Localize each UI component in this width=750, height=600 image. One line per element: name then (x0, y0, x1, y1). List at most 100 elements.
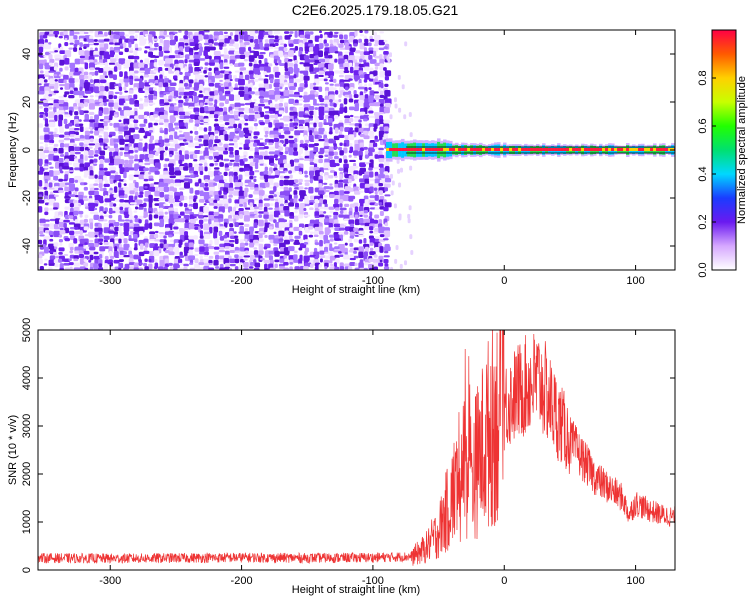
heatmap-cell (78, 119, 82, 122)
heatmap-cell (239, 54, 246, 60)
heatmap-cell (78, 210, 84, 215)
heatmap-cell (49, 255, 56, 261)
heatmap-cell (199, 90, 203, 93)
heatmap-cell (164, 122, 170, 127)
heatmap-cell (233, 231, 237, 234)
heatmap-cell (329, 39, 333, 44)
heatmap-cell (83, 250, 90, 255)
heatmap-cell (228, 198, 232, 204)
heatmap-cell (138, 230, 144, 235)
heatmap-cell (284, 75, 289, 79)
snr-x-ticks: -300 -200 -100 0 100 (99, 330, 645, 587)
heatmap-cell (148, 154, 154, 159)
heatmap-cell (174, 151, 179, 155)
heatmap-cell (138, 194, 144, 198)
heatmap-cell (374, 75, 379, 80)
heatmap-cell (213, 170, 220, 177)
heatmap-cell (134, 70, 139, 74)
heatmap-cell (163, 186, 170, 193)
heatmap-cell (83, 226, 89, 231)
heatmap-cell (103, 31, 108, 37)
heatmap-cell (298, 223, 305, 229)
heatmap-cell (163, 235, 167, 239)
heatmap-cell (199, 199, 205, 203)
heatmap-cell (148, 94, 154, 101)
heatmap-cell (319, 255, 326, 258)
heatmap-cell (218, 255, 226, 260)
heatmap-cell (63, 138, 71, 141)
colorbar-tick-label: 0.2 (697, 214, 709, 229)
heatmap-cell (313, 86, 320, 90)
heatmap-cell (338, 251, 342, 254)
heatmap-cell (58, 35, 63, 39)
heatmap-cell (203, 254, 209, 258)
heatmap-cell (363, 62, 370, 68)
heatmap-cell (344, 203, 350, 207)
heatmap-cell (333, 135, 340, 141)
heatmap-cell (164, 127, 168, 135)
heatmap-cell (354, 143, 361, 151)
heatmap-cell (164, 194, 170, 200)
heatmap-cell (551, 148, 555, 151)
heatmap-cell (118, 182, 122, 188)
heatmap-cell (253, 210, 258, 216)
heatmap-cell (324, 106, 330, 112)
heatmap-cell (59, 142, 65, 148)
heatmap-cell (113, 203, 117, 207)
heatmap-cell (103, 102, 108, 106)
heatmap-cell (48, 182, 53, 188)
heatmap-cell (48, 42, 52, 45)
heatmap-cell (39, 166, 45, 172)
heatmap-cell (188, 70, 192, 74)
heatmap-cell (363, 214, 369, 218)
heatmap-cell (164, 143, 171, 146)
heatmap-cell (43, 235, 50, 241)
heatmap-cell (89, 239, 94, 243)
heatmap-cell (83, 46, 87, 49)
heatmap-cell (359, 202, 364, 208)
heatmap-cell (278, 158, 284, 165)
heatmap-cell (407, 218, 411, 224)
heatmap-cell (223, 178, 227, 183)
heatmap-cell (178, 99, 184, 104)
heatmap-cell (93, 214, 100, 220)
heatmap-cell (83, 198, 89, 202)
heatmap-cell (284, 134, 291, 140)
heatmap-cell (283, 175, 290, 179)
heatmap-cell (43, 186, 47, 190)
heatmap-cell (143, 250, 150, 255)
heatmap-cell (284, 130, 291, 135)
heatmap-cell (334, 183, 339, 188)
heatmap-cell (143, 167, 149, 172)
heatmap-cell (59, 87, 64, 90)
heatmap-cell (104, 146, 110, 149)
heatmap-cell (208, 186, 216, 192)
heatmap-cell (304, 187, 308, 190)
heatmap-cell (289, 222, 293, 229)
heatmap-cell (318, 206, 324, 210)
heatmap-cell (69, 250, 74, 254)
heatmap-cell (308, 47, 315, 52)
heatmap-cell (99, 50, 106, 56)
heatmap-cell (199, 159, 207, 163)
heatmap-cell (73, 210, 79, 216)
heatmap-cell (118, 98, 126, 106)
heatmap-cell (89, 266, 94, 270)
heatmap-cell (208, 98, 214, 102)
heatmap-cell (353, 43, 358, 47)
heatmap-cell (218, 199, 225, 205)
heatmap-cell (194, 258, 199, 264)
heatmap-cell (188, 255, 196, 261)
heatmap-cell (59, 67, 63, 72)
heatmap-cell (364, 187, 371, 193)
heatmap-cell (264, 66, 271, 73)
heatmap-cell (318, 58, 326, 63)
heatmap-cell (374, 139, 380, 142)
heatmap-cell (274, 227, 281, 231)
heatmap-cell (234, 203, 239, 209)
heatmap-cell (204, 66, 208, 71)
heatmap-cell (159, 130, 165, 134)
heatmap-cell (218, 206, 225, 213)
heatmap-cell (119, 115, 126, 119)
heatmap-cell (369, 207, 376, 210)
